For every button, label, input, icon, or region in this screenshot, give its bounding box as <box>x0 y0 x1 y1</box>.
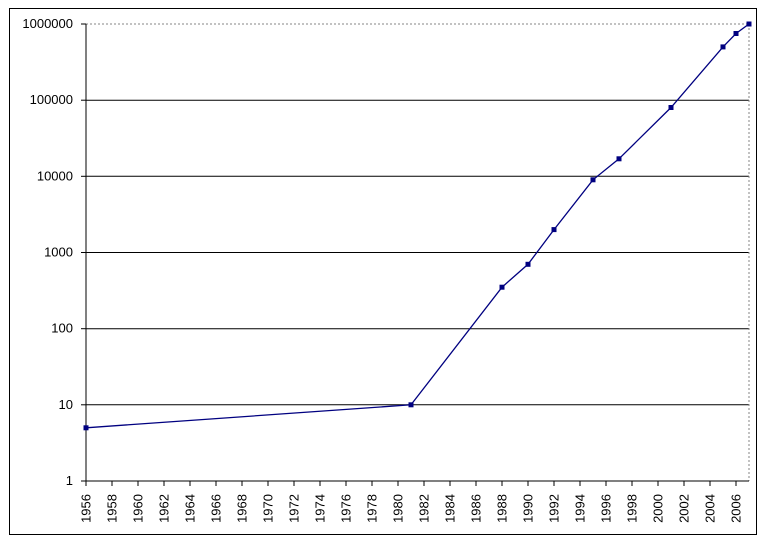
x-tick-label: 1996 <box>599 494 614 523</box>
x-tick-label: 2000 <box>651 494 666 523</box>
y-tick-label: 10 <box>59 397 73 412</box>
chart-outer-border <box>9 8 757 535</box>
x-tick-label: 1968 <box>235 494 250 523</box>
x-tick-label: 1960 <box>131 494 146 523</box>
y-tick-label: 1000 <box>44 245 73 260</box>
y-tick-label: 10000 <box>37 168 73 183</box>
data-point-marker <box>746 21 752 27</box>
y-tick-label: 100 <box>51 321 73 336</box>
x-tick-label: 1992 <box>547 494 562 523</box>
x-tick-label: 1982 <box>417 494 432 523</box>
x-tick-label: 1970 <box>261 494 276 523</box>
x-tick-label: 2004 <box>703 494 718 523</box>
x-tick-label: 1994 <box>573 494 588 523</box>
data-point-marker <box>668 105 674 110</box>
x-tick-label: 1978 <box>365 494 380 523</box>
data-point-marker <box>551 227 557 233</box>
y-tick-label: 1000000 <box>22 16 73 31</box>
data-point-marker <box>733 31 739 36</box>
x-tick-label: 1980 <box>391 494 406 523</box>
data-point-marker <box>408 402 414 408</box>
x-tick-label: 1972 <box>287 494 302 523</box>
x-tick-label: 2006 <box>729 494 744 523</box>
x-tick-label: 1976 <box>339 494 354 523</box>
series-line <box>85 23 750 429</box>
x-tick-label: 1958 <box>105 494 120 523</box>
data-point-marker <box>590 177 596 183</box>
data-point-marker <box>83 425 89 431</box>
data-point-marker <box>720 44 726 50</box>
x-tick-label: 1984 <box>443 494 458 523</box>
x-tick-label: 1974 <box>313 494 328 523</box>
x-tick-label: 1966 <box>209 494 224 523</box>
x-tick-label: 1956 <box>79 494 94 523</box>
data-point-marker <box>525 261 531 267</box>
x-tick-label: 1988 <box>495 494 510 523</box>
x-tick-label: 1986 <box>469 494 484 523</box>
x-tick-label: 1998 <box>625 494 640 523</box>
x-tick-label: 1962 <box>157 494 172 523</box>
data-point-marker <box>499 284 505 290</box>
y-tick-label: 100000 <box>30 92 73 107</box>
data-point-marker <box>616 156 622 162</box>
x-tick-label: 1964 <box>183 494 198 523</box>
y-tick-label: 1 <box>66 473 73 488</box>
x-tick-label: 1990 <box>521 494 536 523</box>
x-tick-label: 2002 <box>677 494 692 523</box>
